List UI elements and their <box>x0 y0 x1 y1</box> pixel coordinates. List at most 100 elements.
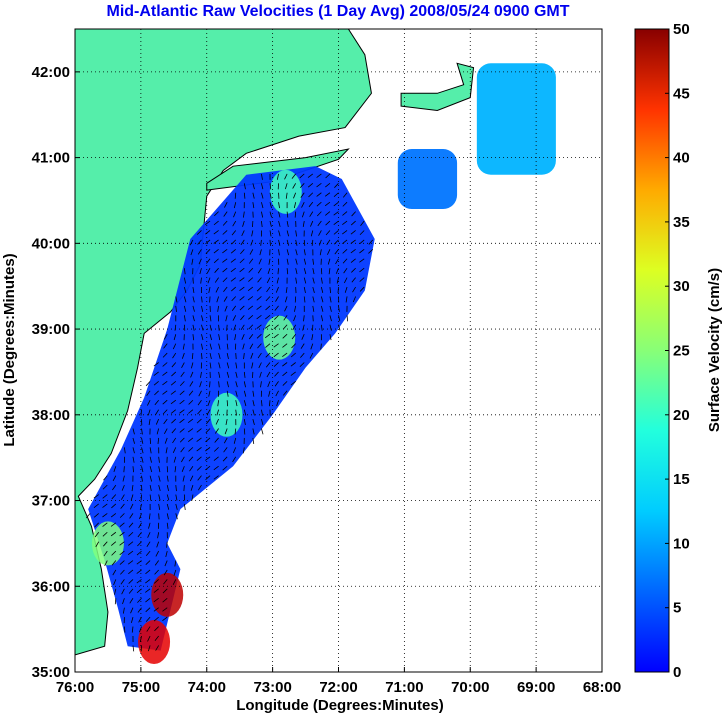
vector-arrow <box>256 286 262 292</box>
vector-arrow <box>208 286 211 294</box>
vector-arrow <box>112 569 117 576</box>
y-tick-label: 35:00 <box>32 664 70 681</box>
vector-arrow <box>139 513 142 520</box>
vector-arrow <box>316 192 322 197</box>
vector-arrow <box>299 173 305 179</box>
vector-arrow <box>132 456 135 463</box>
x-tick-label: 68:00 <box>583 679 621 696</box>
vector-arrow <box>110 513 117 518</box>
vector-arrow <box>327 258 331 265</box>
vector-arrow <box>261 428 264 435</box>
vector-arrow <box>189 466 194 472</box>
vector-arrow <box>145 560 151 565</box>
x-axis: 76:00 75:00 74:00 73:00 72:00 71:00 70:00 69:00… <box>56 667 621 696</box>
vector-arrow <box>248 258 254 264</box>
colorbar-tick-label: 25 <box>673 343 690 360</box>
vector-arrow <box>243 211 245 218</box>
vector-arrow <box>273 352 279 358</box>
vector-arrow <box>170 381 177 386</box>
vector-arrow <box>235 381 238 388</box>
vector-arrow <box>164 560 168 567</box>
vector-arrow <box>223 447 228 453</box>
vector-arrow <box>278 211 281 218</box>
vector-arrow <box>301 334 305 340</box>
vector-arrow <box>163 343 168 349</box>
vector-arrow <box>233 211 237 218</box>
vector-arrow <box>278 220 281 227</box>
vector-arrow <box>333 230 339 235</box>
vector-arrow <box>205 447 211 452</box>
vector-arrow <box>232 456 237 463</box>
vector-arrow <box>128 579 134 584</box>
vector-arrow <box>102 531 108 537</box>
vector-arrow <box>215 286 219 293</box>
vector-arrow <box>156 428 160 435</box>
vector-arrow <box>153 362 159 367</box>
vector-arrow <box>172 447 177 453</box>
vector-arrow <box>303 258 307 265</box>
vector-arrow <box>261 211 264 218</box>
vector-arrow <box>222 258 228 263</box>
vector-arrow <box>164 437 168 444</box>
vector-arrow <box>266 286 271 293</box>
vector-arrow <box>283 315 288 321</box>
vector-arrow <box>350 239 356 244</box>
vector-arrow <box>300 352 305 358</box>
vector-arrow <box>223 286 228 292</box>
vector-arrow <box>240 239 245 246</box>
vector-arrow <box>199 268 202 275</box>
vector-arrow <box>359 286 365 292</box>
vector-arrow <box>233 324 237 331</box>
vector-arrow <box>183 305 187 312</box>
vector-arrow <box>153 381 159 386</box>
vector-arrow <box>192 315 195 322</box>
vector-arrow <box>360 220 365 227</box>
vector-arrow <box>231 230 237 236</box>
vector-arrow <box>154 569 159 575</box>
vector-arrow <box>132 645 135 652</box>
vector-arrow <box>231 296 237 302</box>
colorbar-tick-label: 50 <box>673 21 690 38</box>
vector-arrow <box>303 296 306 303</box>
vector-arrow <box>230 249 236 254</box>
y-axis-label: Latitude (Degrees:Minutes) <box>1 253 18 446</box>
vector-arrow <box>293 202 297 209</box>
vector-arrow <box>243 183 246 190</box>
vector-arrow <box>179 390 185 396</box>
vector-arrow <box>261 220 263 228</box>
vector-arrow <box>318 239 322 246</box>
vector-arrow <box>222 277 228 283</box>
vector-arrow <box>303 286 306 294</box>
vector-arrow <box>162 371 168 376</box>
vector-arrow <box>102 484 108 490</box>
vector-arrow <box>197 249 202 255</box>
vector-arrow <box>239 277 245 282</box>
vector-arrow <box>350 220 356 226</box>
vector-arrow <box>267 268 271 275</box>
vector-arrow <box>335 258 339 265</box>
vector-arrow <box>154 560 159 566</box>
vector-arrow <box>132 437 135 444</box>
vector-arrow <box>320 343 322 350</box>
vector-arrow <box>112 484 117 491</box>
vector-arrow <box>175 494 178 501</box>
vector-arrow <box>334 249 339 255</box>
vector-arrow <box>119 550 125 556</box>
vector-arrow <box>129 503 134 510</box>
vector-arrow <box>222 456 228 462</box>
colorbar-ticks: 0 5 10 15 20 25 30 35 40 45 50 <box>665 21 690 681</box>
vector-arrow <box>183 503 186 510</box>
vector-arrow <box>156 541 160 548</box>
vector-arrow <box>256 305 262 310</box>
vector-arrow <box>226 352 229 360</box>
vector-arrow <box>269 183 272 190</box>
vector-arrow <box>162 352 168 358</box>
vector-arrow <box>273 333 279 339</box>
vector-arrow <box>256 315 262 320</box>
vector-arrow <box>300 343 305 349</box>
vector-arrow <box>174 466 177 473</box>
vector-arrow <box>265 362 271 368</box>
vector-arrow <box>198 258 202 265</box>
vector-arrow <box>282 333 288 339</box>
vector-arrow <box>252 428 255 435</box>
